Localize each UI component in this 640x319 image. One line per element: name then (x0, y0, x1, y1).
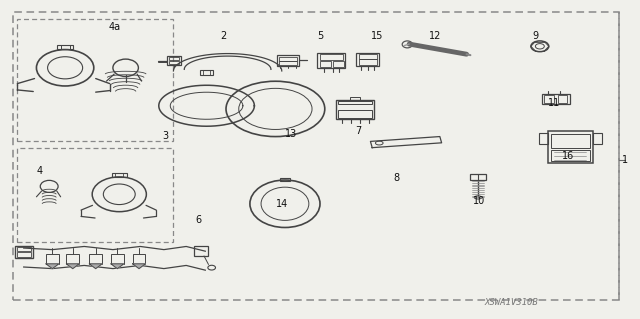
Bar (111, 254, 124, 264)
Bar (276, 55, 299, 66)
Bar (551, 134, 589, 148)
Bar (67, 254, 79, 264)
Bar (17, 148, 173, 242)
Bar (339, 101, 372, 104)
Polygon shape (111, 264, 124, 269)
Bar (17, 19, 173, 141)
Text: 12: 12 (429, 31, 441, 41)
Text: 8: 8 (394, 174, 399, 183)
Bar (541, 94, 570, 104)
Text: 10: 10 (473, 196, 485, 206)
Polygon shape (90, 264, 102, 269)
Bar (46, 254, 59, 264)
Bar (350, 97, 360, 100)
Bar (593, 133, 602, 144)
Text: 5: 5 (317, 31, 323, 41)
Bar (169, 61, 179, 64)
Bar (551, 150, 589, 161)
Bar (336, 100, 374, 119)
Bar (17, 252, 31, 257)
Bar (544, 95, 554, 103)
Polygon shape (132, 264, 145, 269)
Text: 4a: 4a (109, 22, 121, 32)
Bar (200, 70, 213, 75)
Bar (167, 56, 181, 65)
Bar (57, 45, 74, 49)
Text: 6: 6 (196, 215, 202, 225)
Bar (557, 95, 567, 103)
Bar (320, 61, 332, 67)
Text: 3: 3 (163, 131, 169, 141)
Bar (539, 133, 548, 144)
Text: 13: 13 (285, 129, 298, 139)
Bar (359, 59, 377, 65)
Text: 4: 4 (36, 166, 43, 175)
Bar (169, 57, 179, 60)
Text: 11: 11 (548, 98, 561, 108)
Bar (278, 57, 297, 61)
Text: 16: 16 (563, 151, 575, 161)
Bar (278, 61, 297, 65)
Bar (90, 254, 102, 264)
Bar (339, 110, 372, 118)
Bar (548, 131, 593, 163)
Bar (356, 53, 380, 66)
Bar (280, 178, 290, 181)
Text: 2: 2 (220, 31, 227, 41)
Bar (132, 254, 145, 264)
Bar (333, 61, 344, 67)
Bar (195, 247, 209, 256)
Bar (111, 173, 127, 177)
Text: 1: 1 (621, 154, 628, 165)
Bar (17, 248, 31, 251)
Polygon shape (67, 264, 79, 269)
Text: 7: 7 (355, 126, 362, 136)
Text: XSWA1V310B: XSWA1V310B (484, 298, 538, 307)
Text: 15: 15 (371, 31, 383, 41)
Text: 9: 9 (532, 31, 538, 41)
Bar (320, 54, 343, 60)
Bar (359, 54, 377, 59)
Polygon shape (46, 264, 59, 269)
Bar (470, 174, 486, 180)
Text: 14: 14 (276, 199, 288, 209)
Bar (317, 53, 346, 68)
Bar (15, 246, 33, 258)
